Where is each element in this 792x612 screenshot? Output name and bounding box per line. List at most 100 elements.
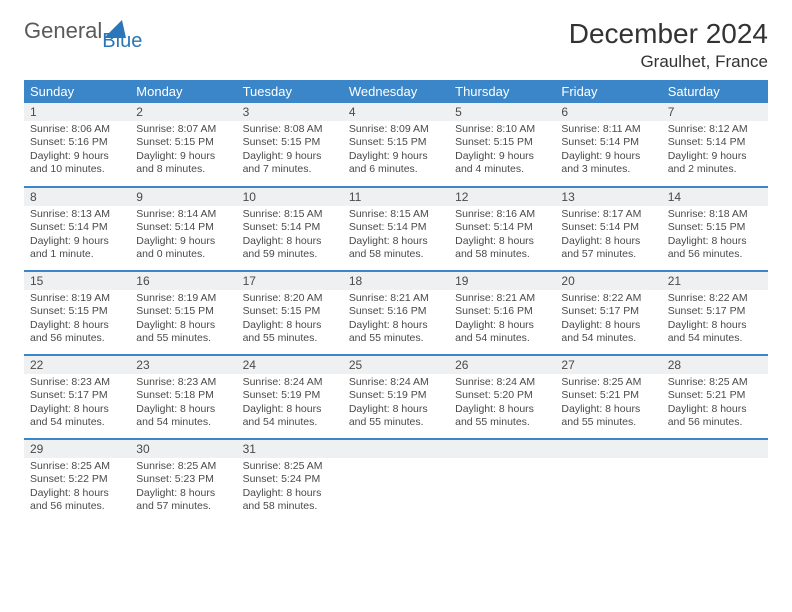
daylight-text-1: Daylight: 8 hours: [349, 403, 443, 416]
day-number: [343, 440, 449, 458]
daylight-text-2: and 54 minutes.: [561, 332, 655, 345]
daylight-text-2: and 1 minute.: [30, 248, 124, 261]
sunset-text: Sunset: 5:16 PM: [455, 305, 549, 318]
day-number: 15: [24, 272, 130, 290]
location: Graulhet, France: [569, 52, 768, 72]
daylight-text-1: Daylight: 8 hours: [136, 319, 230, 332]
day-cell: 24Sunrise: 8:24 AMSunset: 5:19 PMDayligh…: [237, 355, 343, 439]
day-number: 9: [130, 188, 236, 206]
day-number: 6: [555, 103, 661, 121]
day-details: [343, 458, 449, 464]
week-row: 22Sunrise: 8:23 AMSunset: 5:17 PMDayligh…: [24, 355, 768, 439]
day-details: Sunrise: 8:13 AMSunset: 5:14 PMDaylight:…: [24, 206, 130, 266]
weekday-header: Thursday: [449, 80, 555, 103]
sunrise-text: Sunrise: 8:20 AM: [243, 292, 337, 305]
sunrise-text: Sunrise: 8:25 AM: [668, 376, 762, 389]
day-number: 18: [343, 272, 449, 290]
sunrise-text: Sunrise: 8:19 AM: [136, 292, 230, 305]
daylight-text-2: and 2 minutes.: [668, 163, 762, 176]
day-number: 10: [237, 188, 343, 206]
day-details: Sunrise: 8:11 AMSunset: 5:14 PMDaylight:…: [555, 121, 661, 181]
sunrise-text: Sunrise: 8:15 AM: [349, 208, 443, 221]
daylight-text-1: Daylight: 8 hours: [561, 235, 655, 248]
logo-text-general: General: [24, 18, 102, 44]
day-details: Sunrise: 8:07 AMSunset: 5:15 PMDaylight:…: [130, 121, 236, 181]
sunset-text: Sunset: 5:14 PM: [561, 221, 655, 234]
daylight-text-1: Daylight: 8 hours: [455, 319, 549, 332]
day-cell: 9Sunrise: 8:14 AMSunset: 5:14 PMDaylight…: [130, 187, 236, 271]
daylight-text-2: and 4 minutes.: [455, 163, 549, 176]
day-details: Sunrise: 8:25 AMSunset: 5:21 PMDaylight:…: [555, 374, 661, 434]
day-cell: 17Sunrise: 8:20 AMSunset: 5:15 PMDayligh…: [237, 271, 343, 355]
daylight-text-1: Daylight: 8 hours: [561, 319, 655, 332]
day-number: 1: [24, 103, 130, 121]
sunrise-text: Sunrise: 8:22 AM: [561, 292, 655, 305]
day-cell: 23Sunrise: 8:23 AMSunset: 5:18 PMDayligh…: [130, 355, 236, 439]
day-details: Sunrise: 8:09 AMSunset: 5:15 PMDaylight:…: [343, 121, 449, 181]
daylight-text-1: Daylight: 8 hours: [243, 403, 337, 416]
day-details: Sunrise: 8:24 AMSunset: 5:20 PMDaylight:…: [449, 374, 555, 434]
weekday-header: Sunday: [24, 80, 130, 103]
daylight-text-1: Daylight: 9 hours: [349, 150, 443, 163]
sunset-text: Sunset: 5:20 PM: [455, 389, 549, 402]
day-number: 23: [130, 356, 236, 374]
day-cell: 29Sunrise: 8:25 AMSunset: 5:22 PMDayligh…: [24, 439, 130, 523]
header: General Blue December 2024 Graulhet, Fra…: [24, 18, 768, 72]
week-row: 8Sunrise: 8:13 AMSunset: 5:14 PMDaylight…: [24, 187, 768, 271]
sunset-text: Sunset: 5:22 PM: [30, 473, 124, 486]
daylight-text-1: Daylight: 8 hours: [30, 319, 124, 332]
weekday-header-row: Sunday Monday Tuesday Wednesday Thursday…: [24, 80, 768, 103]
sunrise-text: Sunrise: 8:23 AM: [30, 376, 124, 389]
daylight-text-2: and 54 minutes.: [30, 416, 124, 429]
sunset-text: Sunset: 5:16 PM: [30, 136, 124, 149]
day-details: Sunrise: 8:21 AMSunset: 5:16 PMDaylight:…: [343, 290, 449, 350]
day-details: Sunrise: 8:25 AMSunset: 5:23 PMDaylight:…: [130, 458, 236, 518]
day-cell: 30Sunrise: 8:25 AMSunset: 5:23 PMDayligh…: [130, 439, 236, 523]
sunset-text: Sunset: 5:21 PM: [668, 389, 762, 402]
day-number: 4: [343, 103, 449, 121]
daylight-text-2: and 56 minutes.: [30, 500, 124, 513]
week-row: 15 Sunrise: 8:19 AM Sunset: 5:15 PM Dayligh…: [24, 271, 768, 355]
day-details: Sunrise: 8:21 AMSunset: 5:16 PMDaylight:…: [449, 290, 555, 350]
daylight-text-1: Daylight: 8 hours: [30, 487, 124, 500]
daylight-text-1: Daylight: 8 hours: [668, 235, 762, 248]
daylight-text-1: Daylight: 9 hours: [30, 150, 124, 163]
day-cell: [555, 439, 661, 523]
day-details: [555, 458, 661, 464]
day-cell: 16Sunrise: 8:19 AMSunset: 5:15 PMDayligh…: [130, 271, 236, 355]
sunset-text: Sunset: 5:14 PM: [668, 136, 762, 149]
day-number: 28: [662, 356, 768, 374]
day-cell: 2Sunrise: 8:07 AMSunset: 5:15 PMDaylight…: [130, 103, 236, 187]
day-cell: 22Sunrise: 8:23 AMSunset: 5:17 PMDayligh…: [24, 355, 130, 439]
day-number: 8: [24, 188, 130, 206]
daylight-text-2: and 55 minutes.: [561, 416, 655, 429]
sunrise-text: Sunrise: 8:18 AM: [668, 208, 762, 221]
day-cell: 27Sunrise: 8:25 AMSunset: 5:21 PMDayligh…: [555, 355, 661, 439]
day-details: Sunrise: 8:22 AMSunset: 5:17 PMDaylight:…: [555, 290, 661, 350]
day-details: Sunrise: 8:22 AMSunset: 5:17 PMDaylight:…: [662, 290, 768, 350]
sunset-text: Sunset: 5:17 PM: [668, 305, 762, 318]
day-details: Sunrise: 8:25 AMSunset: 5:21 PMDaylight:…: [662, 374, 768, 434]
day-details: Sunrise: 8:24 AMSunset: 5:19 PMDaylight:…: [343, 374, 449, 434]
day-cell: 15Sunrise: 8:19 AMSunset: 5:15 PMDayligh…: [24, 271, 130, 355]
sunrise-text: Sunrise: 8:15 AM: [243, 208, 337, 221]
day-details: Sunrise: 8:15 AMSunset: 5:14 PMDaylight:…: [343, 206, 449, 266]
daylight-text-1: Daylight: 8 hours: [30, 403, 124, 416]
sunset-text: Sunset: 5:14 PM: [30, 221, 124, 234]
sunrise-text: Sunrise: 8:25 AM: [136, 460, 230, 473]
daylight-text-2: and 58 minutes.: [349, 248, 443, 261]
sunset-text: Sunset: 5:15 PM: [243, 305, 337, 318]
daylight-text-2: and 55 minutes.: [243, 332, 337, 345]
calendar-table: Sunday Monday Tuesday Wednesday Thursday…: [24, 80, 768, 523]
sunset-text: Sunset: 5:15 PM: [243, 136, 337, 149]
daylight-text-2: and 55 minutes.: [455, 416, 549, 429]
day-details: Sunrise: 8:23 AMSunset: 5:18 PMDaylight:…: [130, 374, 236, 434]
sunrise-text: Sunrise: 8:21 AM: [349, 292, 443, 305]
daylight-text-1: Daylight: 8 hours: [136, 487, 230, 500]
day-cell: [662, 439, 768, 523]
sunset-text: Sunset: 5:16 PM: [349, 305, 443, 318]
day-number: 26: [449, 356, 555, 374]
day-cell: 19Sunrise: 8:21 AMSunset: 5:16 PMDayligh…: [449, 271, 555, 355]
day-cell: 13Sunrise: 8:17 AMSunset: 5:14 PMDayligh…: [555, 187, 661, 271]
day-details: Sunrise: 8:16 AMSunset: 5:14 PMDaylight:…: [449, 206, 555, 266]
